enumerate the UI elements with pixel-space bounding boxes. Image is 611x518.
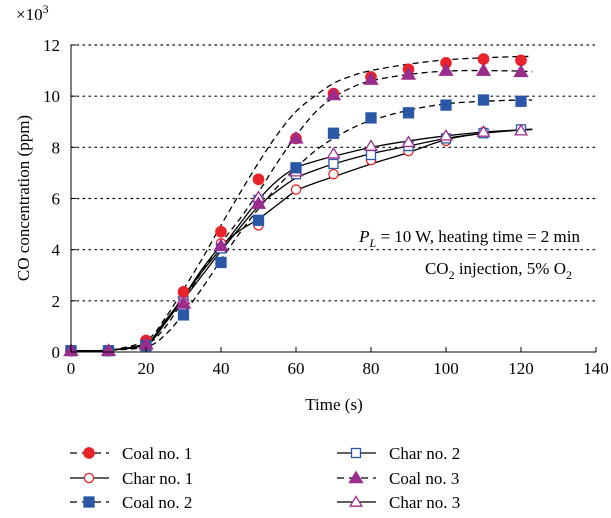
legend-item-coal-no-1: Coal no. 1 bbox=[70, 444, 192, 463]
point-char-no-2-70 bbox=[328, 158, 339, 170]
legend: Coal no. 1 Char no. 1 Coal no. 2 Char no. 2… bbox=[70, 444, 460, 512]
y-tick-label-12: 12 bbox=[43, 36, 60, 55]
legend-marker-coal-no-3 bbox=[348, 470, 364, 484]
point-coal-no-2-110 bbox=[477, 94, 490, 106]
legend-label-char-no-2: Char no. 2 bbox=[389, 444, 460, 463]
legend-item-char-no-3: Char no. 3 bbox=[337, 493, 460, 512]
markers-coal-no-3 bbox=[63, 63, 529, 357]
y-axis-label: CO concentration (ppm) bbox=[14, 115, 33, 281]
x-tick-label-60: 60 bbox=[288, 359, 305, 378]
point-char-no-2-80 bbox=[365, 149, 377, 161]
point-char-no-3-100 bbox=[438, 128, 454, 141]
legend-label-char-no-3: Char no. 3 bbox=[389, 493, 460, 512]
legend-marker-char-no-3 bbox=[348, 495, 364, 507]
point-coal-no-1-30 bbox=[177, 286, 190, 298]
point-coal-no-3-60 bbox=[288, 130, 304, 144]
point-coal-no-3-90 bbox=[400, 66, 417, 80]
legend-marker-char-no-1 bbox=[83, 472, 95, 484]
y-tick-label-8: 8 bbox=[52, 138, 61, 157]
point-coal-no-3-70 bbox=[325, 87, 342, 101]
point-coal-no-2-80 bbox=[365, 112, 377, 124]
point-coal-no-3-40 bbox=[213, 238, 229, 252]
point-char-no-3-120 bbox=[513, 123, 529, 136]
point-coal-no-2-120 bbox=[515, 95, 527, 107]
axes bbox=[70, 44, 597, 353]
point-char-no-1-60 bbox=[290, 184, 302, 195]
legend-item-coal-no-3: Coal no. 3 bbox=[337, 469, 459, 488]
curve-coal-no-1 bbox=[70, 55, 533, 352]
x-tick-label-40: 40 bbox=[213, 359, 230, 378]
legend-marker-coal-no-1 bbox=[83, 447, 95, 459]
point-coal-no-3-80 bbox=[363, 72, 379, 85]
point-char-no-3-70 bbox=[326, 146, 341, 159]
point-coal-no-1-50 bbox=[252, 173, 265, 186]
y-tick-label-6: 6 bbox=[52, 190, 61, 209]
point-coal-no-3-50 bbox=[250, 196, 267, 209]
point-coal-no-1-40 bbox=[215, 225, 227, 238]
point-coal-no-3-110 bbox=[475, 63, 492, 76]
point-coal-no-1-110 bbox=[477, 53, 490, 65]
y-tick-label-10: 10 bbox=[43, 87, 60, 106]
point-coal-no-3-30 bbox=[175, 295, 192, 309]
legend-label-coal-no-3: Coal no. 3 bbox=[389, 469, 459, 488]
legend-marker-coal-no-2 bbox=[83, 496, 95, 508]
x-tick-label-20: 20 bbox=[138, 359, 155, 378]
curve-coal-no-3 bbox=[70, 69, 533, 352]
x-tick-label-80: 80 bbox=[363, 359, 380, 378]
y-multiplier: ×103 bbox=[16, 2, 49, 24]
point-coal-no-2-30 bbox=[177, 309, 190, 321]
point-coal-no-2-90 bbox=[402, 107, 415, 119]
x-tick-label-100: 100 bbox=[433, 359, 459, 378]
point-coal-no-2-40 bbox=[215, 256, 227, 269]
legend-label-char-no-1: Char no. 1 bbox=[122, 469, 193, 488]
point-coal-no-3-10 bbox=[100, 343, 117, 357]
markers-coal-no-1 bbox=[65, 53, 527, 357]
x-tick-label-120: 120 bbox=[508, 359, 534, 378]
legend-label-coal-no-1: Coal no. 1 bbox=[122, 444, 192, 463]
point-coal-no-3-120 bbox=[513, 64, 529, 78]
legend-label-coal-no-2: Coal no. 2 bbox=[122, 493, 192, 512]
legend-item-char-no-1: Char no. 1 bbox=[70, 469, 193, 488]
point-coal-no-2-60 bbox=[290, 162, 302, 174]
point-char-no-3-90 bbox=[401, 135, 416, 148]
x-axis-label: Time (s) bbox=[305, 395, 362, 414]
point-coal-no-3-100 bbox=[438, 63, 454, 76]
point-coal-no-2-100 bbox=[440, 99, 452, 111]
grid-lines bbox=[70, 44, 597, 302]
point-char-no-3-80 bbox=[363, 139, 379, 151]
x-tick-label-0: 0 bbox=[67, 359, 76, 378]
point-coal-no-2-70 bbox=[327, 127, 340, 139]
legend-marker-char-no-2 bbox=[350, 447, 362, 459]
y-tick-label-0: 0 bbox=[52, 343, 61, 362]
point-char-no-1-70 bbox=[328, 168, 339, 180]
condition-annotation: PL = 10 W, heating time = 2 min CO2 inje… bbox=[358, 227, 580, 282]
point-char-no-3-110 bbox=[476, 125, 491, 137]
y-tick-label-2: 2 bbox=[52, 292, 61, 311]
legend-item-char-no-2: Char no. 2 bbox=[337, 444, 460, 463]
series-curves bbox=[70, 55, 533, 352]
x-tick-label-140: 140 bbox=[583, 359, 609, 378]
point-coal-no-2-50 bbox=[252, 214, 265, 226]
legend-item-coal-no-2: Coal no. 2 bbox=[70, 493, 192, 512]
annotation-line-2: CO2 injection, 5% O2 bbox=[425, 259, 572, 282]
point-coal-no-1-120 bbox=[515, 54, 527, 67]
series-markers bbox=[63, 53, 529, 357]
y-tick-label-4: 4 bbox=[52, 241, 61, 260]
annotation-line-1: PL = 10 W, heating time = 2 min bbox=[358, 227, 580, 250]
